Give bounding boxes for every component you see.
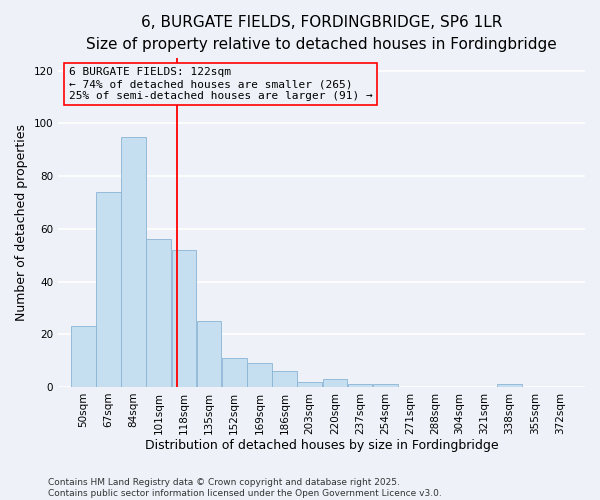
Bar: [222, 358, 247, 387]
Title: 6, BURGATE FIELDS, FORDINGBRIDGE, SP6 1LR
Size of property relative to detached : 6, BURGATE FIELDS, FORDINGBRIDGE, SP6 1L…: [86, 15, 557, 52]
Bar: [121, 136, 146, 387]
Bar: [323, 379, 347, 387]
Y-axis label: Number of detached properties: Number of detached properties: [15, 124, 28, 320]
Text: Contains HM Land Registry data © Crown copyright and database right 2025.
Contai: Contains HM Land Registry data © Crown c…: [48, 478, 442, 498]
Bar: [146, 240, 171, 387]
Bar: [197, 321, 221, 387]
Bar: [272, 371, 297, 387]
Bar: [172, 250, 196, 387]
Bar: [247, 363, 272, 387]
Text: 6 BURGATE FIELDS: 122sqm
← 74% of detached houses are smaller (265)
25% of semi-: 6 BURGATE FIELDS: 122sqm ← 74% of detach…: [69, 68, 373, 100]
Bar: [497, 384, 522, 387]
Bar: [71, 326, 95, 387]
X-axis label: Distribution of detached houses by size in Fordingbridge: Distribution of detached houses by size …: [145, 440, 499, 452]
Bar: [373, 384, 398, 387]
Bar: [348, 384, 373, 387]
Bar: [96, 192, 121, 387]
Bar: [298, 382, 322, 387]
